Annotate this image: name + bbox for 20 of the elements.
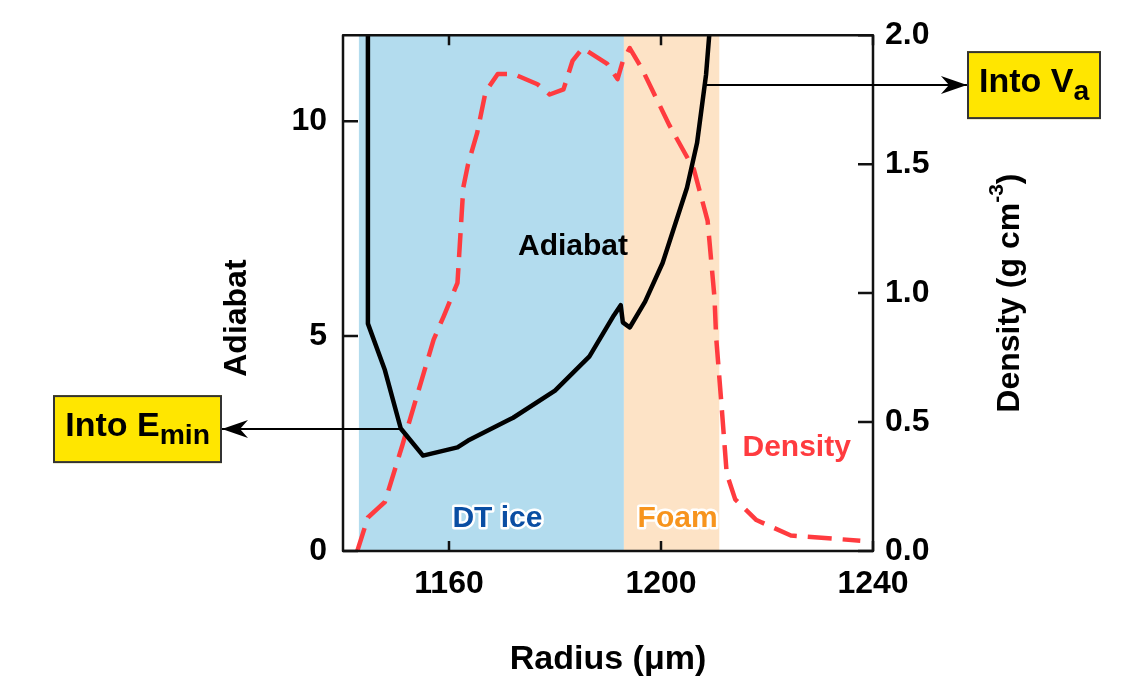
x-tick-label: 1240 <box>837 564 909 601</box>
y2-tick-label: 1.5 <box>885 143 930 180</box>
annotation: Into V$_{a}$ <box>967 51 1102 119</box>
x-axis-title: Radius (μm) <box>509 638 707 677</box>
y2-axis-title: Density (g cm-3) <box>984 173 1026 413</box>
y-tick-label: 0 <box>309 530 327 567</box>
y2-tick-label: 0.5 <box>885 401 930 438</box>
x-tick-label: 1200 <box>625 564 697 601</box>
y-axis-title: Adiabat <box>216 259 253 377</box>
y2-tick-label: 1.0 <box>885 272 930 309</box>
y-tick-label: 10 <box>291 100 327 137</box>
series-label: Density <box>742 429 852 463</box>
y2-tick-label: 0.0 <box>885 530 930 567</box>
series-label: Adiabat <box>518 227 629 261</box>
band-label: DT ice <box>452 500 543 534</box>
band-label: Foam <box>637 500 718 534</box>
x-tick-label: 1160 <box>414 564 484 601</box>
annotation: Into E$_{min}$ <box>53 395 222 463</box>
y2-tick-label: 2.0 <box>885 15 930 52</box>
y-tick-label: 5 <box>309 315 327 352</box>
